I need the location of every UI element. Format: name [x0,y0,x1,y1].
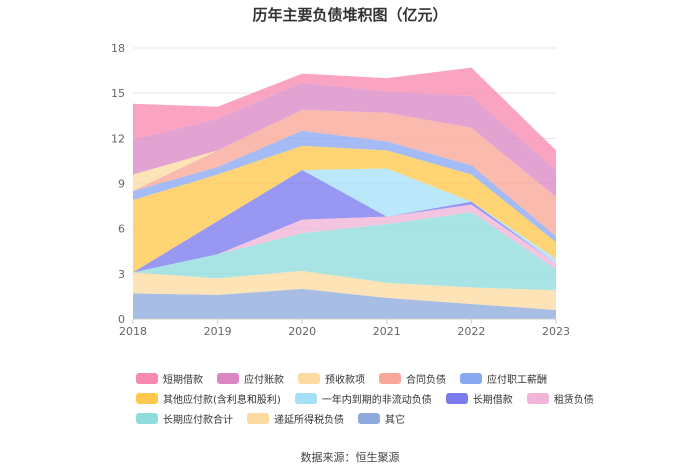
x-tick-label: 2020 [288,325,316,338]
legend-item[interactable]: 租赁负债 [526,391,594,406]
legend-item[interactable]: 应付账款 [217,371,284,386]
legend-item[interactable]: 短期借款 [136,371,203,386]
legend-label: 预收款项 [325,374,365,386]
area-series-0 [133,288,556,319]
legend-label: 一年内到期的非流动负债 [321,394,432,406]
legend-swatch [247,412,269,424]
legend-swatch [294,392,317,404]
chart-legend: 短期借款 应付账款 预收款项 合同负债 应付职工薪酬其他应付款(含利息和股利) 一年内到期… [136,368,606,428]
legend-label: 租赁负债 [553,394,594,406]
legend-row: 其他应付款(含利息和股利) 一年内到期的非流动负债 长期借款 租赁负债 [136,388,606,408]
legend-swatch [217,372,239,384]
legend-label: 递延所得税负债 [274,414,344,426]
legend-item[interactable]: 递延所得税负债 [247,411,344,426]
legend-item[interactable]: 应付职工薪酬 [460,371,547,386]
y-tick-label: 6 [118,223,125,236]
x-tick-label: 2019 [204,325,232,338]
y-tick-label: 3 [118,268,125,281]
legend-item[interactable]: 合同负债 [379,371,446,386]
legend-label: 合同负债 [406,374,446,386]
legend-swatch [136,392,158,404]
legend-item[interactable]: 预收款项 [298,371,365,386]
data-source-note: 数据来源：恒生聚源 [300,451,400,464]
legend-swatch [526,392,549,404]
legend-item[interactable]: 长期借款 [445,391,513,406]
area-series-8 [133,109,556,237]
legend-item[interactable]: 其它 [358,411,405,426]
legend-swatch [136,372,158,384]
y-tick-label: 15 [111,87,125,100]
area-series-7 [133,130,556,243]
legend-label: 应付职工薪酬 [487,374,547,386]
legend-row: 长期应付款合计 递延所得税负债 其它 [136,408,606,428]
x-tick-label: 2018 [119,325,147,338]
area-series-6 [133,145,556,273]
legend-label: 短期借款 [163,374,203,386]
y-tick-label: 18 [111,42,125,55]
legend-swatch [358,412,380,424]
legend-swatch [460,372,482,384]
legend-label: 其他应付款(含利息和股利) [163,394,281,406]
legend-label: 应付账款 [244,374,284,386]
area-series-1 [133,270,556,310]
legend-label: 长期应付款合计 [163,414,233,426]
x-tick-label: 2021 [373,325,401,338]
legend-item[interactable]: 其他应付款(含利息和股利) [136,391,281,406]
legend-label: 长期借款 [472,394,513,406]
axes: 0 3 6 9 12 15 18 2018 2019 2020 2021 2022 2023 [111,42,570,338]
area-series-11 [133,67,556,170]
legend-item[interactable]: 长期应付款合计 [136,411,233,426]
x-tick-label: 2023 [542,325,570,338]
legend-swatch [379,372,401,384]
y-tick-label: 0 [118,313,125,326]
area-series-10 [133,82,556,198]
area-series-2 [133,212,556,291]
legend-swatch [136,412,158,424]
legend-label: 其它 [385,414,405,426]
area-series [133,67,556,319]
y-tick-label: 12 [111,132,125,145]
area-series-5 [133,168,556,273]
legend-row: 短期借款 应付账款 预收款项 合同负债 应付职工薪酬 [136,368,606,388]
legend-swatch [298,372,320,384]
legend-swatch [445,392,468,404]
y-tick-label: 9 [118,178,125,191]
legend-item[interactable]: 一年内到期的非流动负债 [294,391,432,406]
x-tick-label: 2022 [457,325,485,338]
chart-title: 历年主要负债堆积图（亿元） [252,6,448,24]
